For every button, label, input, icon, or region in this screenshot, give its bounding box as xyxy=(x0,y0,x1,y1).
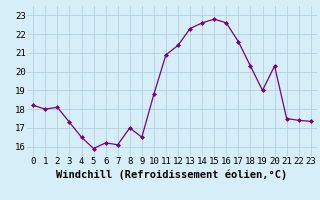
X-axis label: Windchill (Refroidissement éolien,°C): Windchill (Refroidissement éolien,°C) xyxy=(56,169,288,180)
